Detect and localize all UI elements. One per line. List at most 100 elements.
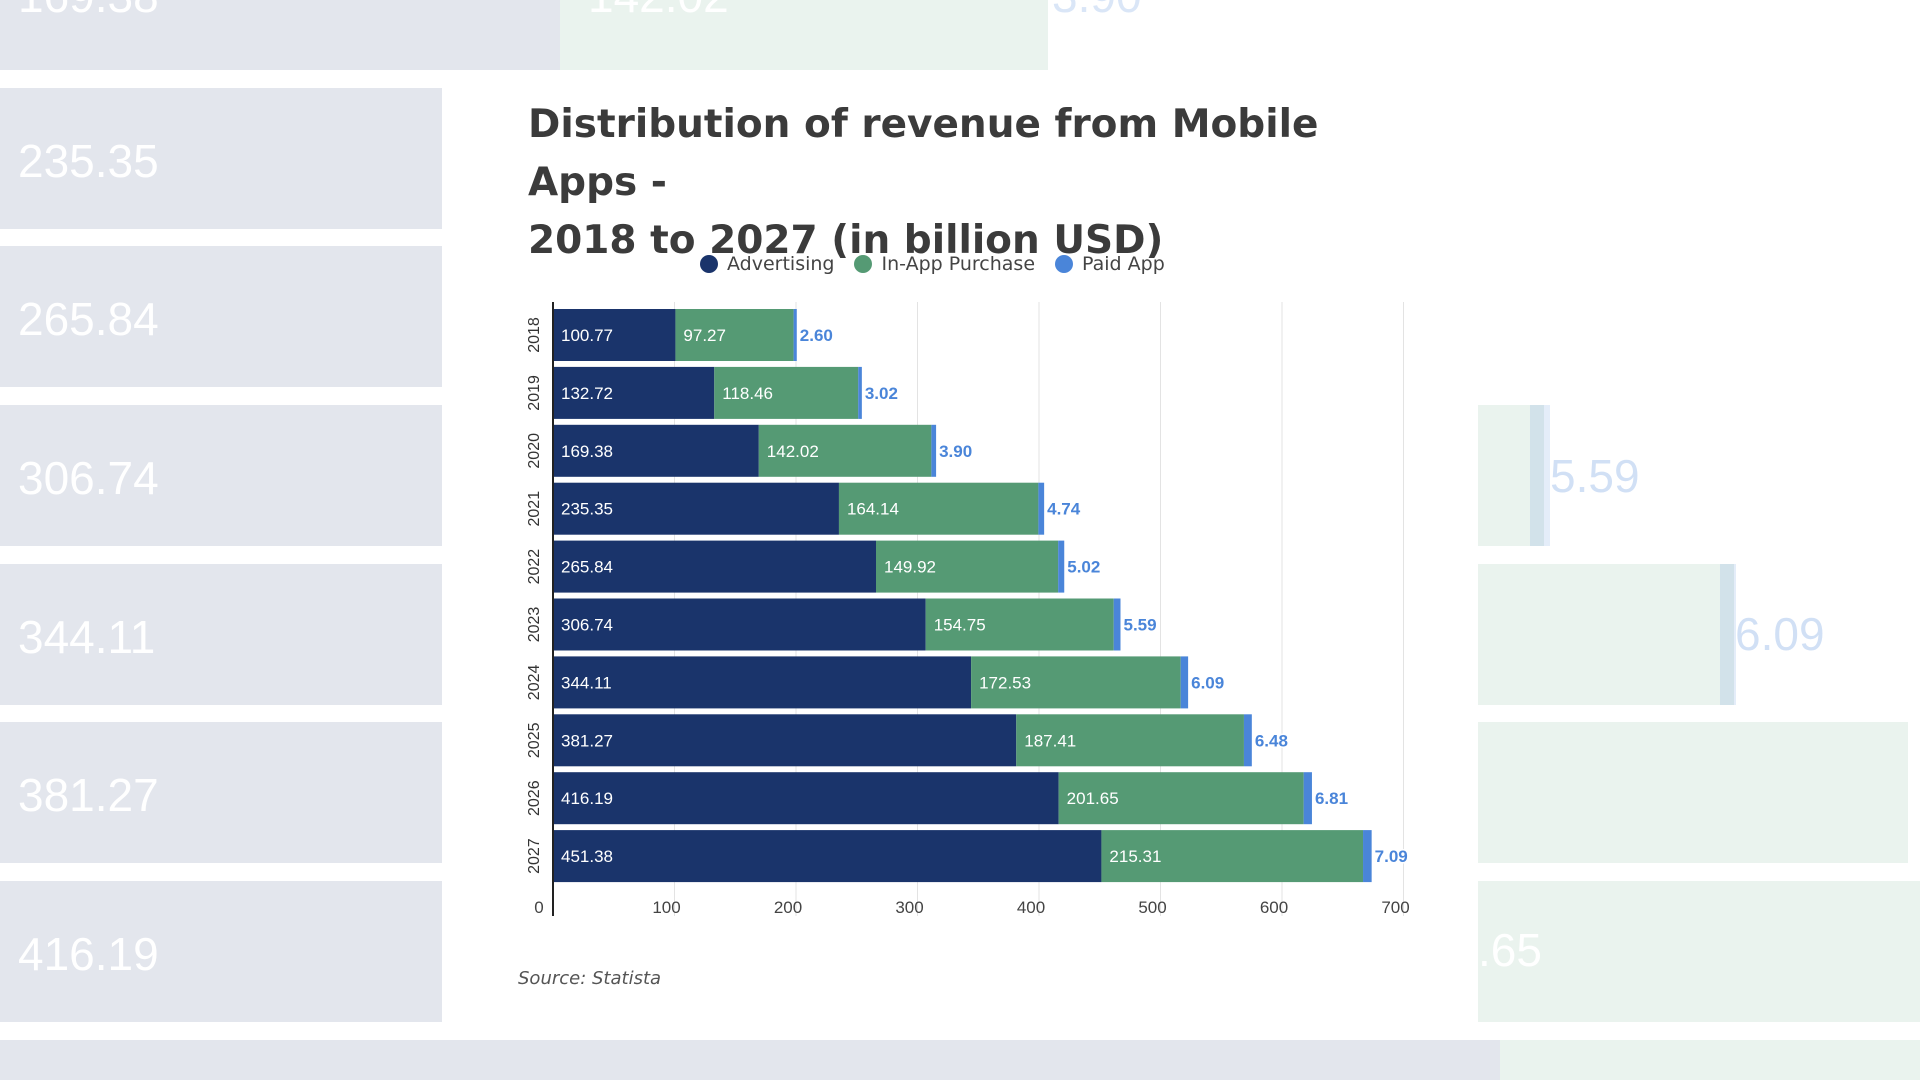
bar-value-label: 100.77 bbox=[561, 326, 613, 345]
legend-item-advertising: Advertising bbox=[700, 253, 834, 275]
bar-value-label: 154.75 bbox=[934, 616, 986, 635]
bg-bar-right bbox=[1478, 722, 1908, 863]
source-note: Source: Statista bbox=[518, 968, 662, 989]
y-tick-label: 2018 bbox=[526, 317, 543, 353]
bar-value-label: 451.38 bbox=[561, 847, 613, 866]
bar-segment-advertising bbox=[553, 830, 1102, 883]
legend-label-advertising: Advertising bbox=[727, 253, 835, 275]
chart-title: Distribution of revenue from Mobile Apps… bbox=[528, 96, 1428, 270]
bar-value-label: 132.72 bbox=[561, 384, 613, 403]
bar-value-label: 381.27 bbox=[561, 731, 613, 750]
bar-value-label: 344.11 bbox=[561, 673, 612, 692]
bg-bar-left bbox=[0, 722, 442, 863]
bar-segment-advertising bbox=[553, 656, 972, 709]
legend-swatch-paid-app bbox=[1055, 255, 1074, 273]
x-tick-label: 700 bbox=[1381, 898, 1409, 917]
bg-value-text: 3.90 bbox=[1052, 0, 1142, 22]
x-tick-label: 500 bbox=[1138, 898, 1166, 917]
bar-segment-advertising bbox=[553, 366, 715, 419]
y-tick-label: 2025 bbox=[526, 722, 543, 758]
bar-segment-paid-app bbox=[1058, 540, 1065, 593]
bg-bar-bottom-advertising bbox=[0, 1040, 1500, 1080]
bg-bar-right bbox=[1478, 405, 1544, 546]
bar-segment-advertising bbox=[553, 482, 839, 535]
bg-bar-left bbox=[0, 246, 442, 387]
bar-value-label-paid: 3.02 bbox=[865, 384, 898, 403]
bar-segment-advertising bbox=[553, 309, 676, 361]
bg-value-text: 265.84 bbox=[18, 293, 159, 345]
y-tick-label: 2023 bbox=[526, 607, 543, 643]
bar-segment-advertising bbox=[553, 540, 876, 593]
bar-segment-paid-app bbox=[1243, 714, 1252, 767]
bar-segment-paid-app bbox=[1113, 598, 1121, 651]
bar-value-label: 97.27 bbox=[683, 326, 726, 345]
bar-segment-paid-app bbox=[858, 366, 862, 419]
bg-bar-right-paid bbox=[1530, 405, 1550, 546]
bg-bar-right-paid bbox=[1720, 564, 1736, 705]
bg-value-text: 306.74 bbox=[18, 452, 159, 504]
bar-value-label: 164.14 bbox=[847, 500, 899, 519]
y-tick-label: 2027 bbox=[526, 838, 543, 874]
bg-bar-left bbox=[0, 564, 442, 705]
chart-title-line-2: 2018 to 2027 (in billion USD) bbox=[528, 218, 1164, 263]
bar-segment-paid-app bbox=[793, 309, 797, 361]
bar-segment-paid-app bbox=[1180, 656, 1189, 709]
x-tick-label: 0 bbox=[534, 898, 543, 917]
bar-segment-paid-app bbox=[1363, 830, 1372, 883]
bar-value-label: 169.38 bbox=[561, 442, 613, 461]
bg-value-text: 169.38 bbox=[18, 0, 159, 22]
bar-value-label: 265.84 bbox=[561, 558, 613, 577]
bar-segment-in-app-purchase bbox=[875, 540, 1059, 593]
bar-value-label-paid: 2.60 bbox=[800, 326, 833, 345]
bar-value-label-paid: 6.09 bbox=[1191, 673, 1224, 692]
bg-bar-right bbox=[1478, 881, 1920, 1022]
bar-segment-advertising bbox=[553, 772, 1059, 825]
bg-value-text: 235.35 bbox=[18, 135, 159, 187]
y-tick-label: 2021 bbox=[526, 491, 543, 527]
x-tick-label: 400 bbox=[1017, 898, 1045, 917]
bar-value-label-paid: 6.48 bbox=[1255, 731, 1288, 750]
bg-bar-top-advertising bbox=[0, 0, 560, 70]
bar-segment-in-app-purchase bbox=[925, 598, 1114, 651]
bar-value-label: 416.19 bbox=[561, 789, 613, 808]
bar-value-label: 187.41 bbox=[1024, 731, 1076, 750]
bar-segment-in-app-purchase bbox=[675, 309, 794, 361]
legend-swatch-in-app-purchase bbox=[854, 255, 873, 273]
bar-value-label-paid: 5.59 bbox=[1124, 616, 1157, 635]
bg-value-text: 6.09 bbox=[1735, 608, 1825, 660]
y-tick-label: 2019 bbox=[526, 375, 543, 411]
x-tick-label: 300 bbox=[895, 898, 923, 917]
bg-bar-left bbox=[0, 405, 442, 546]
bg-bar-top-in-app bbox=[560, 0, 1048, 70]
bar-segment-paid-app bbox=[1038, 482, 1045, 535]
bar-segment-in-app-purchase bbox=[1058, 772, 1304, 825]
bar-segment-in-app-purchase bbox=[1016, 714, 1244, 767]
y-tick-label: 2022 bbox=[526, 549, 543, 585]
bar-value-label-paid: 7.09 bbox=[1375, 847, 1408, 866]
bg-bar-left bbox=[0, 88, 442, 229]
bar-segment-in-app-purchase bbox=[758, 424, 932, 477]
bg-value-text: 344.11 bbox=[18, 611, 155, 663]
legend-label-paid-app: Paid App bbox=[1082, 253, 1165, 275]
bar-segment-in-app-purchase bbox=[838, 482, 1039, 535]
bar-segment-in-app-purchase bbox=[971, 656, 1181, 709]
bar-segment-in-app-purchase bbox=[1101, 830, 1364, 883]
legend-label-in-app-purchase: In-App Purchase bbox=[881, 253, 1036, 275]
bar-value-label-paid: 6.81 bbox=[1315, 789, 1348, 808]
y-tick-label: 2024 bbox=[526, 665, 543, 701]
bar-value-label: 235.35 bbox=[561, 500, 613, 519]
bg-value-text: 5.59 bbox=[1550, 450, 1640, 502]
bar-value-label: 118.46 bbox=[722, 384, 773, 403]
x-tick-label: 100 bbox=[652, 898, 680, 917]
bar-value-label-paid: 3.90 bbox=[939, 442, 972, 461]
bar-value-label-paid: 4.74 bbox=[1047, 500, 1081, 519]
x-tick-label: 600 bbox=[1260, 898, 1288, 917]
bar-segment-advertising bbox=[553, 598, 926, 651]
chart-legend: Advertising In-App Purchase Paid App bbox=[700, 250, 1165, 278]
bg-bar-bottom-in-app bbox=[1500, 1040, 1920, 1080]
x-tick-label: 200 bbox=[774, 898, 802, 917]
bg-bar-right bbox=[1478, 564, 1734, 705]
bar-segment-paid-app bbox=[931, 424, 937, 477]
